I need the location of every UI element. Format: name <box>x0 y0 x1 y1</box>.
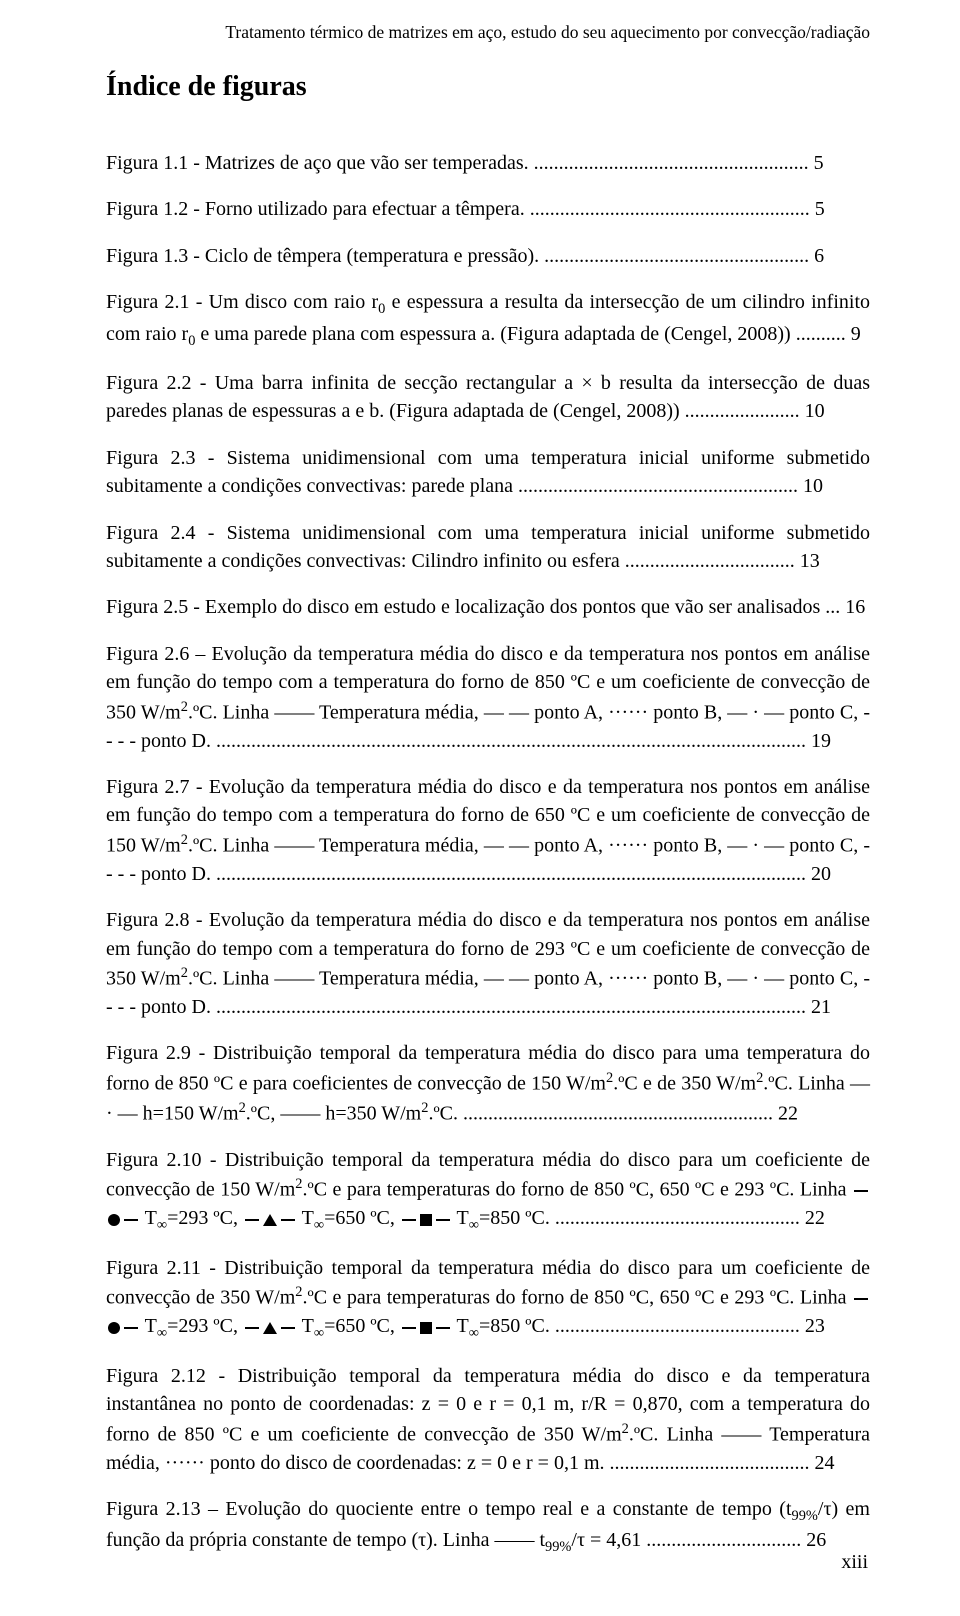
figure-entry: Figura 2.10 - Distribuição temporal da t… <box>106 1146 870 1236</box>
figure-entry: Figura 2.11 - Distribuição temporal da t… <box>106 1254 870 1344</box>
figure-entry: Figura 2.8 - Evolução da temperatura méd… <box>106 906 870 1021</box>
figure-entry: Figura 2.12 - Distribuição temporal da t… <box>106 1362 870 1477</box>
figure-list: Figura 1.1 - Matrizes de aço que vão ser… <box>106 149 870 1558</box>
figure-entry: Figura 1.1 - Matrizes de aço que vão ser… <box>106 149 870 177</box>
figure-entry: Figura 2.5 - Exemplo do disco em estudo … <box>106 593 870 621</box>
figure-entry: Figura 2.1 - Um disco com raio r0 e espe… <box>106 288 870 351</box>
figure-entry: Figura 2.9 - Distribuição temporal da te… <box>106 1039 870 1127</box>
figure-entry: Figura 2.2 - Uma barra infinita de secçã… <box>106 369 870 426</box>
section-title: Índice de figuras <box>106 71 870 103</box>
figure-entry: Figura 1.2 - Forno utilizado para efectu… <box>106 195 870 223</box>
document-page: Tratamento térmico de matrizes em aço, e… <box>0 0 960 1616</box>
figure-entry: Figura 1.3 - Ciclo de têmpera (temperatu… <box>106 242 870 270</box>
figure-entry: Figura 2.6 – Evolução da temperatura méd… <box>106 640 870 755</box>
figure-entry: Figura 2.3 - Sistema unidimensional com … <box>106 444 870 501</box>
figure-entry: Figura 2.4 - Sistema unidimensional com … <box>106 519 870 576</box>
running-header: Tratamento térmico de matrizes em aço, e… <box>106 22 870 43</box>
page-number: xiii <box>841 1551 868 1574</box>
figure-entry: Figura 2.7 - Evolução da temperatura méd… <box>106 773 870 888</box>
figure-entry: Figura 2.13 – Evolução do quociente entr… <box>106 1495 870 1558</box>
